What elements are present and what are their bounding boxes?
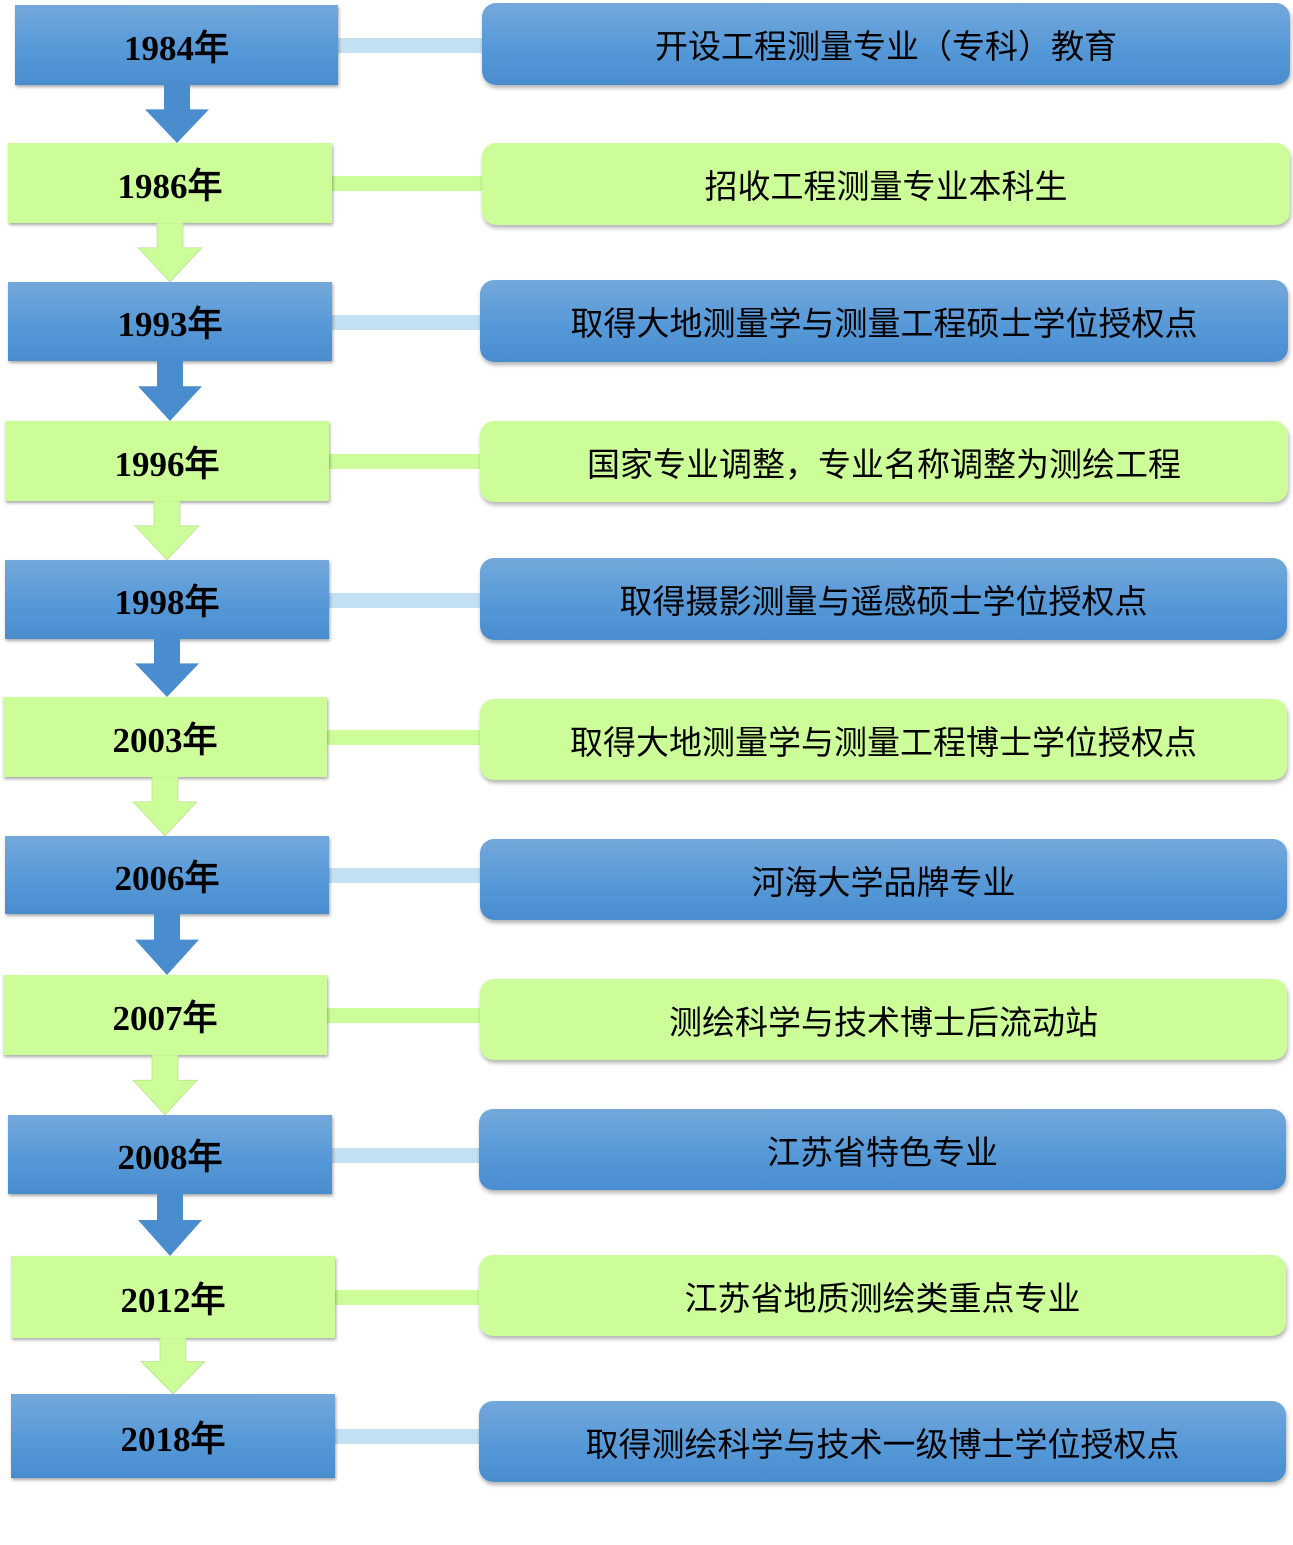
year-box: 2007年	[3, 975, 327, 1055]
year-box: 1986年	[8, 143, 332, 223]
year-box: 1993年	[8, 282, 332, 361]
event-box: 国家专业调整，专业名称调整为测绘工程	[480, 421, 1288, 502]
event-box: 江苏省地质测绘类重点专业	[479, 1255, 1286, 1336]
year-box: 2003年	[3, 697, 327, 777]
arrow-down-icon	[135, 639, 199, 697]
event-box: 江苏省特色专业	[479, 1109, 1286, 1190]
event-box: 取得大地测量学与测量工程硕士学位授权点	[480, 280, 1288, 362]
year-box: 1996年	[5, 421, 329, 501]
connector-line	[335, 1429, 487, 1444]
arrow-down-icon	[138, 361, 202, 421]
event-box: 取得大地测量学与测量工程博士学位授权点	[480, 699, 1287, 780]
connector-line	[338, 38, 490, 53]
connector-line	[332, 1148, 487, 1163]
year-box: 1998年	[5, 560, 329, 639]
connector-line	[332, 176, 490, 191]
arrow-down-icon	[137, 223, 203, 282]
arrow-down-icon	[135, 914, 199, 975]
arrow-down-icon	[134, 501, 200, 560]
event-box: 河海大学品牌专业	[480, 839, 1287, 920]
year-box: 2008年	[8, 1115, 332, 1194]
arrow-down-icon	[138, 1194, 202, 1256]
arrow-down-icon	[140, 1338, 206, 1394]
year-box: 2012年	[11, 1256, 335, 1338]
event-box: 开设工程测量专业（专科）教育	[482, 3, 1290, 85]
event-box: 招收工程测量专业本科生	[482, 143, 1290, 225]
year-box: 1984年	[15, 5, 338, 85]
arrow-down-icon	[145, 85, 209, 143]
connector-line	[329, 868, 488, 883]
event-box: 测绘科学与技术博士后流动站	[480, 979, 1287, 1060]
year-box: 2018年	[11, 1394, 335, 1478]
connector-line	[329, 593, 488, 608]
year-box: 2006年	[5, 836, 329, 914]
arrow-down-icon	[132, 777, 198, 836]
connector-line	[327, 1008, 488, 1023]
arrow-down-icon	[132, 1055, 198, 1115]
connector-line	[327, 730, 488, 745]
connector-line	[335, 1290, 487, 1305]
connector-line	[329, 454, 488, 469]
connector-line	[332, 315, 488, 330]
event-box: 取得摄影测量与遥感硕士学位授权点	[480, 558, 1287, 640]
event-box: 取得测绘科学与技术一级博士学位授权点	[479, 1401, 1286, 1482]
